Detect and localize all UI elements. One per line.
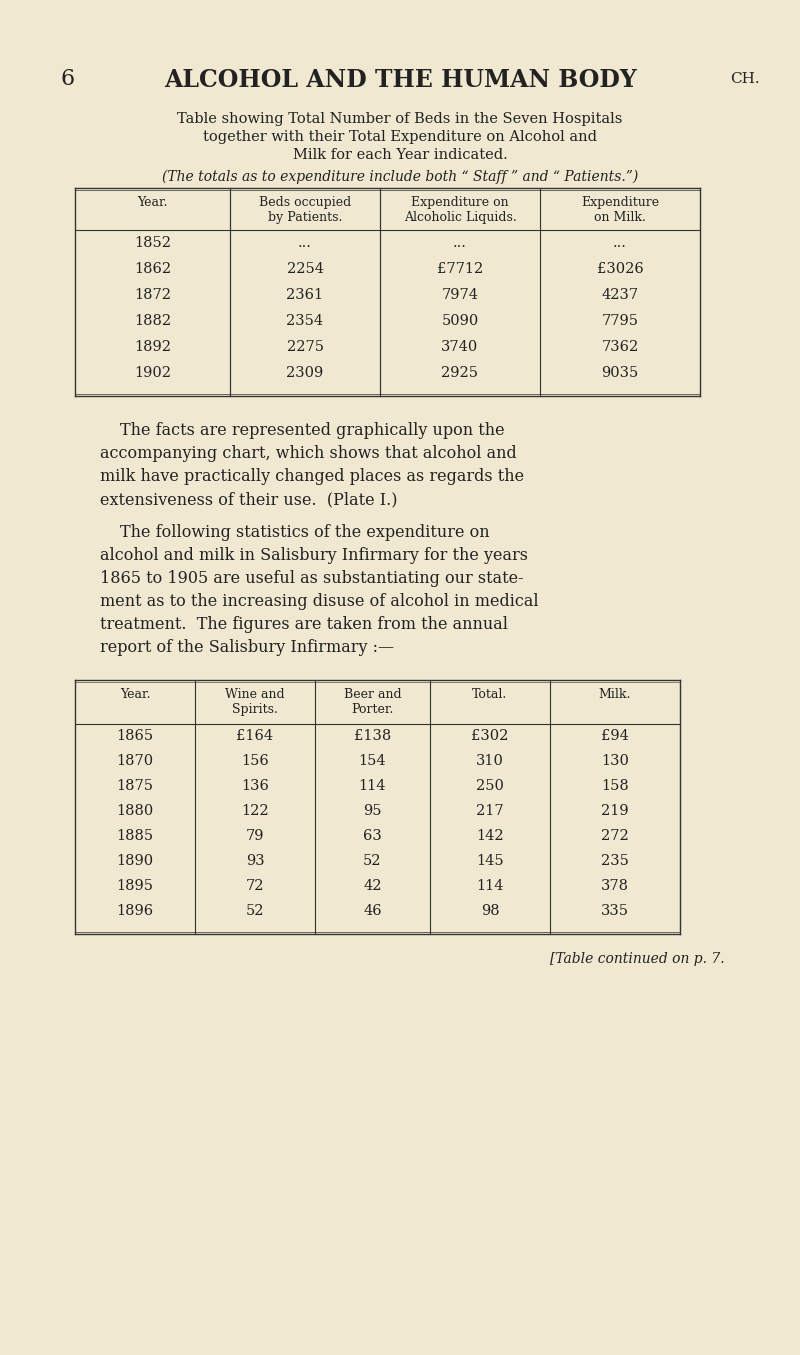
Text: 1896: 1896	[117, 904, 154, 917]
Text: ...: ...	[453, 236, 467, 251]
Text: 1852: 1852	[134, 236, 171, 251]
Text: 4237: 4237	[602, 289, 638, 302]
Text: 114: 114	[476, 879, 504, 893]
Text: 145: 145	[476, 854, 504, 869]
Text: Total.: Total.	[472, 688, 508, 701]
Text: 2254: 2254	[286, 262, 323, 276]
Text: 235: 235	[601, 854, 629, 869]
Text: 158: 158	[601, 779, 629, 793]
Text: Beds occupied
by Patients.: Beds occupied by Patients.	[259, 196, 351, 224]
Text: alcohol and milk in Salisbury Infirmary for the years: alcohol and milk in Salisbury Infirmary …	[100, 547, 528, 564]
Text: 310: 310	[476, 753, 504, 768]
Text: ment as to the increasing disuse of alcohol in medical: ment as to the increasing disuse of alco…	[100, 593, 538, 610]
Text: 250: 250	[476, 779, 504, 793]
Text: extensiveness of their use.  (Plate I.): extensiveness of their use. (Plate I.)	[100, 491, 398, 508]
Text: ...: ...	[298, 236, 312, 251]
Text: 7974: 7974	[442, 289, 478, 302]
Text: ...: ...	[613, 236, 627, 251]
Text: 114: 114	[358, 779, 386, 793]
Text: Expenditure
on Milk.: Expenditure on Milk.	[581, 196, 659, 224]
Text: 52: 52	[246, 904, 264, 917]
Text: 1865 to 1905 are useful as substantiating our state-: 1865 to 1905 are useful as substantiatin…	[100, 570, 524, 587]
Text: treatment.  The figures are taken from the annual: treatment. The figures are taken from th…	[100, 617, 508, 633]
Text: Milk for each Year indicated.: Milk for each Year indicated.	[293, 148, 507, 163]
Text: Year.: Year.	[120, 688, 150, 701]
Text: Table showing Total Number of Beds in the Seven Hospitals: Table showing Total Number of Beds in th…	[178, 112, 622, 126]
Text: together with their Total Expenditure on Alcohol and: together with their Total Expenditure on…	[203, 130, 597, 144]
Text: 1875: 1875	[117, 779, 154, 793]
Text: CH.: CH.	[730, 72, 760, 85]
Text: 335: 335	[601, 904, 629, 917]
Text: 2925: 2925	[442, 366, 478, 379]
Text: 219: 219	[601, 804, 629, 818]
Text: £3026: £3026	[597, 262, 643, 276]
Text: 142: 142	[476, 829, 504, 843]
Text: 2361: 2361	[286, 289, 323, 302]
Text: 378: 378	[601, 879, 629, 893]
Text: 156: 156	[241, 753, 269, 768]
Text: 1865: 1865	[117, 729, 154, 743]
Text: £138: £138	[354, 729, 391, 743]
Text: 46: 46	[363, 904, 382, 917]
Text: 272: 272	[601, 829, 629, 843]
Text: 1872: 1872	[134, 289, 171, 302]
Text: 72: 72	[246, 879, 264, 893]
Text: Year.: Year.	[138, 196, 168, 209]
Text: 1892: 1892	[134, 340, 171, 354]
Text: accompanying chart, which shows that alcohol and: accompanying chart, which shows that alc…	[100, 444, 517, 462]
Text: £164: £164	[237, 729, 274, 743]
Text: 9035: 9035	[602, 366, 638, 379]
Text: £94: £94	[601, 729, 629, 743]
Text: report of the Salisbury Infirmary :—: report of the Salisbury Infirmary :—	[100, 640, 394, 656]
Text: 5090: 5090	[442, 314, 478, 328]
Text: 3740: 3740	[442, 340, 478, 354]
Text: 217: 217	[476, 804, 504, 818]
Text: [Table continued on p. 7.: [Table continued on p. 7.	[550, 953, 725, 966]
Text: Milk.: Milk.	[599, 688, 631, 701]
Text: 63: 63	[363, 829, 382, 843]
Text: 2275: 2275	[286, 340, 323, 354]
Text: The following statistics of the expenditure on: The following statistics of the expendit…	[120, 524, 490, 541]
Text: Beer and
Porter.: Beer and Porter.	[344, 688, 402, 715]
Text: 52: 52	[363, 854, 382, 869]
Text: Expenditure on
Alcoholic Liquids.: Expenditure on Alcoholic Liquids.	[404, 196, 516, 224]
Text: 7362: 7362	[602, 340, 638, 354]
Text: 2354: 2354	[286, 314, 323, 328]
Text: 1890: 1890	[117, 854, 154, 869]
Text: 1885: 1885	[117, 829, 154, 843]
Text: 42: 42	[363, 879, 382, 893]
Text: 136: 136	[241, 779, 269, 793]
Text: 1902: 1902	[134, 366, 171, 379]
Text: ALCOHOL AND THE HUMAN BODY: ALCOHOL AND THE HUMAN BODY	[164, 68, 636, 92]
Text: 1895: 1895	[117, 879, 154, 893]
Text: Wine and
Spirits.: Wine and Spirits.	[225, 688, 285, 715]
Text: 95: 95	[363, 804, 382, 818]
Text: 79: 79	[246, 829, 264, 843]
Text: 7795: 7795	[602, 314, 638, 328]
Text: £7712: £7712	[437, 262, 483, 276]
Text: The facts are represented graphically upon the: The facts are represented graphically up…	[120, 421, 505, 439]
Text: £302: £302	[471, 729, 509, 743]
Text: 130: 130	[601, 753, 629, 768]
Text: 122: 122	[241, 804, 269, 818]
Text: 6: 6	[60, 68, 74, 89]
Text: (The totals as to expenditure include both “ Staff ” and “ Patients.”): (The totals as to expenditure include bo…	[162, 169, 638, 184]
Text: 1880: 1880	[116, 804, 154, 818]
Text: 1882: 1882	[134, 314, 171, 328]
Text: 98: 98	[481, 904, 499, 917]
Text: 154: 154	[358, 753, 386, 768]
Text: 2309: 2309	[286, 366, 324, 379]
Text: 1862: 1862	[134, 262, 171, 276]
Text: milk have practically changed places as regards the: milk have practically changed places as …	[100, 467, 524, 485]
Text: 93: 93	[246, 854, 264, 869]
Text: 1870: 1870	[117, 753, 154, 768]
